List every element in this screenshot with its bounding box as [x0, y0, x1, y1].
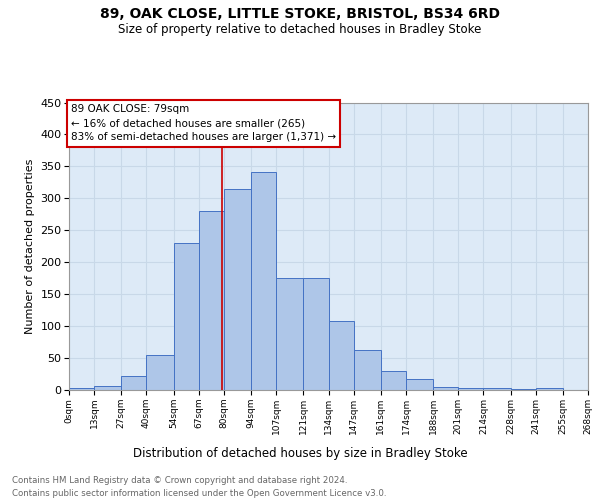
Text: Contains HM Land Registry data © Crown copyright and database right 2024.: Contains HM Land Registry data © Crown c…: [12, 476, 347, 485]
Bar: [276, 278, 304, 390]
Bar: [304, 278, 329, 390]
Bar: [353, 350, 381, 390]
Bar: [433, 387, 458, 390]
Bar: [511, 388, 536, 390]
Bar: [251, 172, 276, 390]
Bar: [406, 378, 433, 390]
Bar: [121, 376, 146, 390]
Text: Size of property relative to detached houses in Bradley Stoke: Size of property relative to detached ho…: [118, 22, 482, 36]
Bar: [94, 386, 121, 390]
Text: Distribution of detached houses by size in Bradley Stoke: Distribution of detached houses by size …: [133, 448, 467, 460]
Bar: [458, 388, 484, 390]
Bar: [329, 321, 353, 390]
Bar: [484, 388, 511, 390]
Text: Contains public sector information licensed under the Open Government Licence v3: Contains public sector information licen…: [12, 489, 386, 498]
Bar: [224, 189, 251, 390]
Bar: [173, 243, 199, 390]
Bar: [199, 211, 224, 390]
Text: 89, OAK CLOSE, LITTLE STOKE, BRISTOL, BS34 6RD: 89, OAK CLOSE, LITTLE STOKE, BRISTOL, BS…: [100, 8, 500, 22]
Y-axis label: Number of detached properties: Number of detached properties: [25, 158, 35, 334]
Bar: [146, 355, 173, 390]
Text: 89 OAK CLOSE: 79sqm
← 16% of detached houses are smaller (265)
83% of semi-detac: 89 OAK CLOSE: 79sqm ← 16% of detached ho…: [71, 104, 336, 142]
Bar: [536, 388, 563, 390]
Bar: [69, 388, 94, 390]
Bar: [381, 371, 406, 390]
